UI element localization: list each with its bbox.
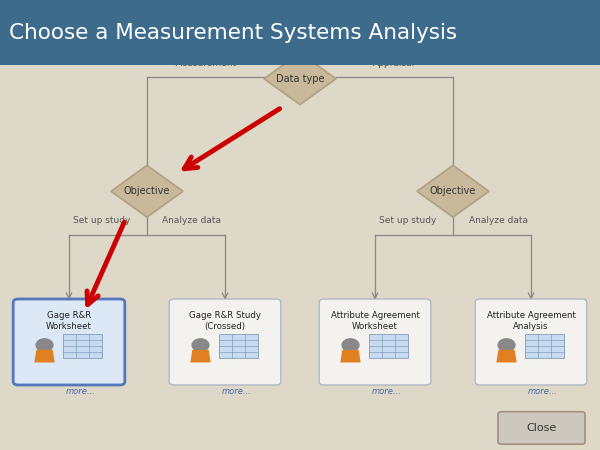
Text: more...: more... [528, 387, 558, 396]
FancyBboxPatch shape [219, 334, 257, 358]
FancyBboxPatch shape [169, 299, 281, 385]
Text: Appraisal: Appraisal [373, 59, 416, 68]
Polygon shape [190, 350, 211, 363]
Text: Objective: Objective [430, 186, 476, 196]
Text: Gage R&R Study
(Crossed): Gage R&R Study (Crossed) [189, 310, 261, 331]
Circle shape [36, 339, 53, 351]
Text: Analyze data: Analyze data [163, 216, 221, 225]
Text: Attribute Agreement
Worksheet: Attribute Agreement Worksheet [331, 310, 419, 331]
FancyBboxPatch shape [0, 0, 600, 65]
FancyBboxPatch shape [475, 299, 587, 385]
Text: more...: more... [66, 387, 96, 396]
Text: Choose a Measurement Systems Analysis: Choose a Measurement Systems Analysis [9, 22, 457, 43]
Circle shape [192, 339, 209, 351]
Polygon shape [34, 350, 55, 363]
Polygon shape [340, 350, 361, 363]
FancyBboxPatch shape [525, 334, 563, 358]
Polygon shape [264, 53, 336, 105]
Circle shape [342, 339, 359, 351]
Text: Gage R&R
Worksheet: Gage R&R Worksheet [46, 310, 92, 331]
Text: Analyze data: Analyze data [469, 216, 527, 225]
FancyBboxPatch shape [369, 334, 407, 358]
Polygon shape [417, 166, 489, 217]
FancyBboxPatch shape [13, 299, 125, 385]
Text: more...: more... [222, 387, 252, 396]
FancyBboxPatch shape [319, 299, 431, 385]
Polygon shape [496, 350, 517, 363]
Text: Measurement: Measurement [175, 59, 236, 68]
Circle shape [498, 339, 515, 351]
Polygon shape [111, 166, 183, 217]
Text: Close: Close [526, 423, 557, 433]
Text: Set up study: Set up study [379, 216, 437, 225]
FancyBboxPatch shape [63, 334, 101, 358]
Text: Attribute Agreement
Analysis: Attribute Agreement Analysis [487, 310, 575, 331]
Text: Set up study: Set up study [73, 216, 131, 225]
FancyBboxPatch shape [498, 412, 585, 444]
Text: more...: more... [372, 387, 402, 396]
Text: Data type: Data type [276, 74, 324, 84]
Text: Objective: Objective [124, 186, 170, 196]
